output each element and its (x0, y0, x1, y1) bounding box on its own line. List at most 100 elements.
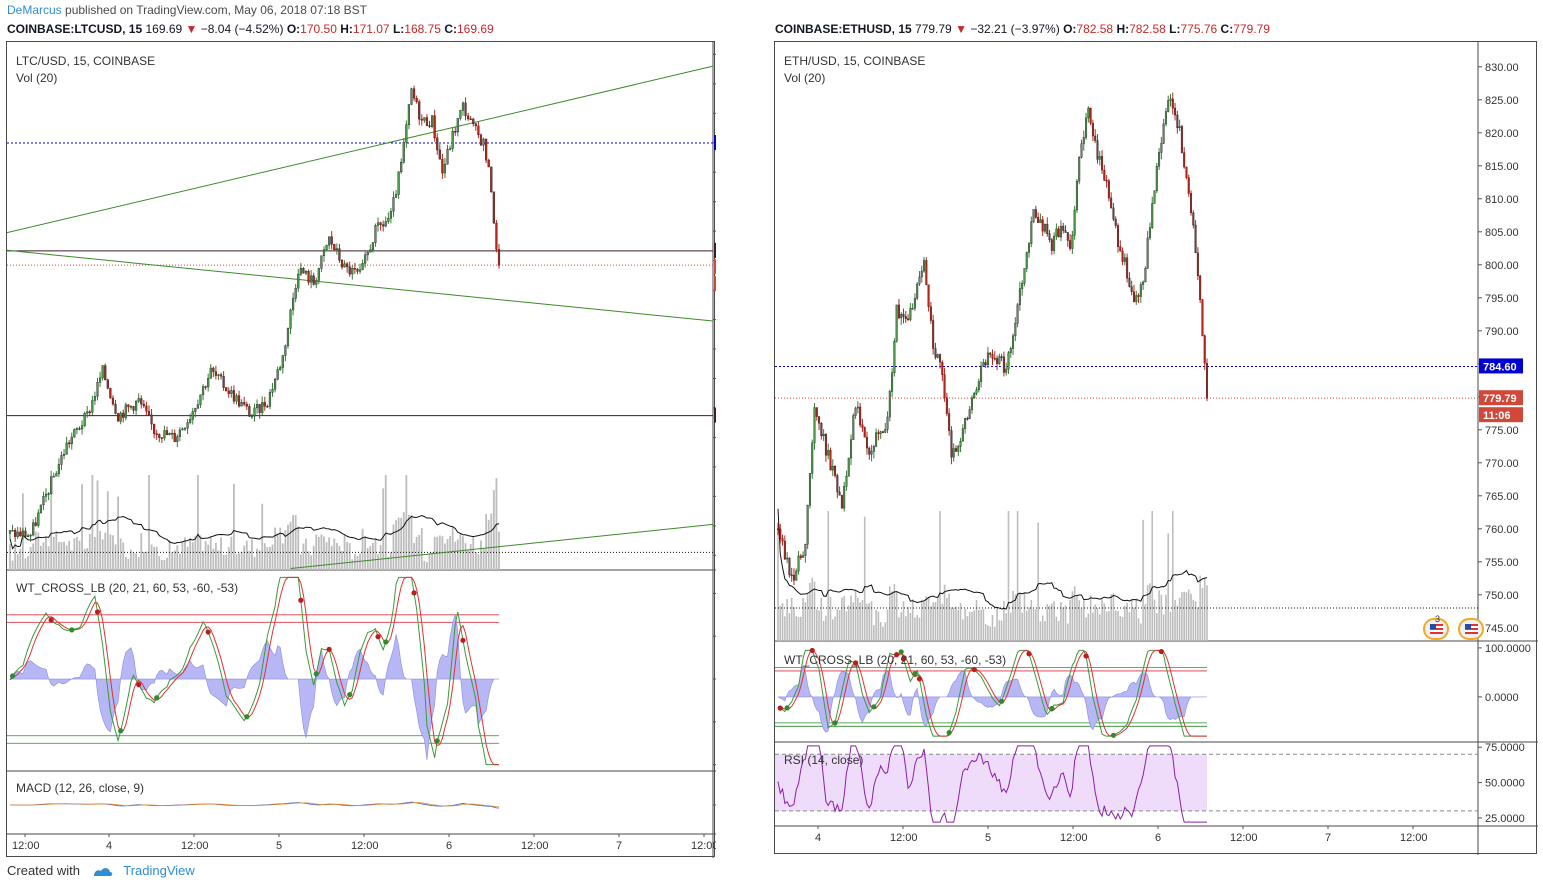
ltc-volume-bar (60, 542, 63, 570)
ltc-candle-body (487, 159, 490, 168)
ltc-candle-body (189, 419, 192, 423)
ltc-chart-canvas[interactable]: 184.00182.00180.00178.00176.00174.00172.… (7, 42, 716, 858)
eth-volume-bar (971, 611, 973, 641)
ltc-volume-bar (387, 556, 390, 570)
ltc-volume-bar (405, 475, 408, 570)
us-flag-event-icon[interactable] (1423, 618, 1449, 640)
eth-volume-bar (889, 586, 891, 641)
ltc-candle-body (310, 275, 313, 283)
eth-volume-bar (802, 598, 804, 641)
right-down-arrow-icon: ▼ (955, 22, 967, 36)
ltc-candle-body (469, 118, 472, 121)
ltc-candle-body (183, 427, 187, 430)
eth-candle-body (1014, 323, 1017, 337)
ltc-candle-body (397, 171, 400, 195)
ltc-candle-body (371, 242, 374, 251)
eth-rsi-tick-label: 75.0000 (1485, 742, 1525, 754)
ltc-candle-body (461, 102, 465, 111)
eth-time-tick-label: 12:00 (1230, 832, 1258, 844)
eth-candle-body (822, 434, 825, 437)
eth-candle-body (893, 341, 896, 374)
ltc-candle-body (443, 163, 447, 174)
event-count: 3 (1435, 614, 1441, 624)
ltc-candle-body (430, 115, 434, 127)
eth-volume-bar (987, 625, 989, 641)
ltc-wt-cross-dot (375, 634, 381, 640)
tradingview-link[interactable]: TradingView (123, 863, 195, 878)
ltc-volume-bar (16, 554, 19, 570)
ltc-volume-bar (294, 515, 297, 570)
ltc-volume-bar (248, 550, 251, 570)
eth-candle-body (895, 304, 898, 342)
ltc-candle-body (485, 138, 488, 161)
eth-volume-bar (1025, 610, 1028, 641)
eth-volume-bar (1087, 613, 1090, 641)
ltc-volume-bar (361, 528, 364, 570)
ltc-volume-bar (76, 536, 78, 570)
ltc-volume-bar (57, 542, 60, 570)
eth-chart-panel[interactable]: 830.00 825.00 820.00 815.00 810.00 805.00 800.… (774, 41, 1538, 855)
eth-volume-bar (966, 616, 969, 641)
ltc-volume-bar (106, 491, 109, 570)
eth-volume-bar (841, 597, 843, 641)
eth-volume-bar (811, 577, 814, 641)
ltc-candle-body (441, 159, 444, 174)
ltc-candle-body (155, 433, 158, 435)
ltc-volume-bar (83, 548, 86, 570)
ltc-volume-bar (153, 546, 156, 570)
eth-wt-cross-dot (1083, 653, 1089, 659)
eth-candle-body (1199, 275, 1202, 301)
author-link[interactable]: DeMarcus (7, 3, 62, 17)
eth-volume-bar (964, 608, 966, 641)
eth-volume-bar (1000, 620, 1003, 641)
eth-volume-bar (827, 511, 830, 641)
eth-candle-body (865, 436, 868, 449)
eth-candle-body (806, 505, 809, 545)
eth-volume-bar (920, 599, 923, 641)
eth-candle-body (811, 442, 814, 474)
ltc-volume-bar (124, 556, 127, 570)
ltc-candle-body (364, 254, 367, 264)
ltc-candle-body (317, 268, 320, 281)
ltc-volume-bar (281, 543, 284, 570)
eth-candle-body (1128, 277, 1131, 287)
eth-candle-body (815, 407, 818, 417)
created-with-text: Created with (7, 863, 80, 878)
ltc-volume-bar (29, 546, 32, 570)
eth-volume-bar (957, 609, 960, 641)
eth-candle-body (1043, 223, 1046, 232)
ltc-time-tick-label: 12:00 (351, 840, 379, 852)
eth-chart-canvas[interactable]: 830.00 825.00 820.00 815.00 810.00 805.00 800.… (775, 42, 1538, 855)
right-low-label: L: (1169, 22, 1181, 36)
eth-volume-bar (909, 612, 912, 641)
ltc-volume-bar (238, 553, 240, 570)
eth-volume-bar (893, 583, 896, 641)
ltc-chart-panel[interactable]: 184.00182.00180.00178.00176.00174.00172.… (6, 41, 716, 858)
eth-volume-bar (1085, 617, 1087, 641)
eth-volume-bar (943, 584, 946, 641)
eth-volume-bar (1048, 605, 1051, 641)
ltc-volume-bar (451, 527, 454, 570)
eth-volume-bar (959, 603, 962, 641)
eth-candle-body (1167, 100, 1170, 112)
ltc-volume-bar (328, 537, 331, 570)
ltc-volume-bar (395, 520, 397, 570)
ltc-candle-body (86, 411, 89, 414)
ltc-candle-body (145, 405, 148, 412)
ltc-volume-bar (400, 517, 403, 570)
eth-volume-bar (952, 607, 955, 641)
eth-volume-bar (1028, 607, 1030, 641)
ltc-volume-bar (9, 543, 11, 570)
ltc-wt-cross-dot (9, 673, 16, 679)
eth-volume-bar (1055, 616, 1058, 641)
us-flag-event-icon-2[interactable] (1458, 618, 1484, 640)
ltc-candle-body (266, 406, 269, 408)
eth-volume-bar (786, 599, 788, 641)
eth-time-tick-label: 6 (1155, 832, 1161, 844)
eth-volume-bar (968, 611, 971, 641)
eth-candle-body (861, 424, 864, 428)
ltc-candle-body (467, 115, 470, 120)
eth-volume-bar (980, 609, 982, 641)
eth-candle-body (779, 528, 782, 539)
eth-volume-bar (857, 597, 859, 641)
